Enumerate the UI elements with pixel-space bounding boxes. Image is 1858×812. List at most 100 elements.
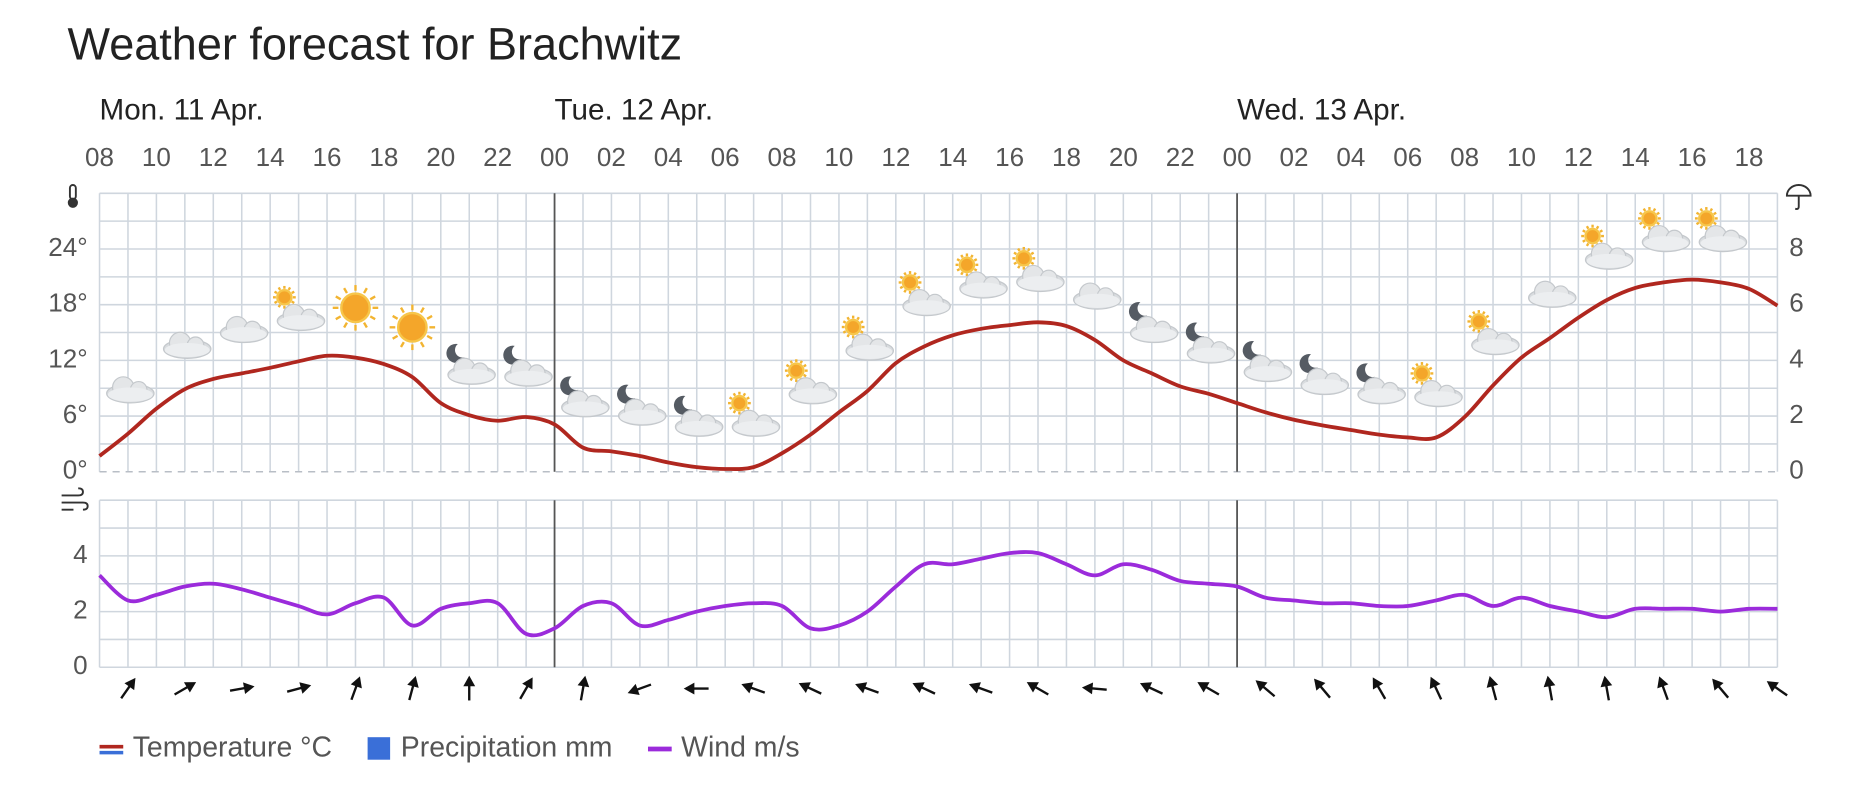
wind-arrow-head: [968, 682, 981, 694]
x-tick-label: 12: [881, 142, 910, 172]
weather-icon: [162, 331, 212, 359]
sun-ray: [1595, 225, 1600, 230]
wind-arrow: [1766, 681, 1788, 697]
moon: [1356, 363, 1375, 383]
wind-arrow: [350, 676, 362, 701]
wind-arrow-head: [407, 676, 419, 688]
day-label: Tue. 12 Apr.: [555, 93, 714, 126]
cloud: [449, 368, 495, 384]
sun-ray: [846, 316, 850, 321]
wind-arrow-head: [1372, 677, 1384, 690]
weather-icon: [219, 315, 269, 344]
y-tick-label: 12°: [48, 343, 87, 373]
sun-ray: [903, 272, 907, 276]
wind-arrow: [968, 682, 993, 694]
cloud: [1529, 291, 1575, 307]
wind-arrow-head: [350, 676, 362, 689]
wind-arrow: [1712, 678, 1730, 699]
y2-tick-label: 0: [1789, 455, 1804, 485]
wind-arrow-head: [1026, 682, 1039, 693]
y2-tick-label: 8: [1789, 232, 1804, 262]
wind-arrow: [1657, 676, 1669, 701]
cloud: [1302, 379, 1348, 394]
x-tick-label: 10: [1507, 142, 1536, 172]
sun-ray: [343, 287, 348, 294]
sun-ray: [799, 360, 803, 364]
sun-ray: [369, 315, 376, 321]
sun-ray: [1639, 211, 1643, 216]
sun-ray: [426, 314, 433, 320]
sun-ray: [1639, 221, 1643, 226]
x-tick-label: 18: [1052, 142, 1081, 172]
sun-ray: [392, 314, 399, 320]
wind-arrow-head: [1600, 675, 1613, 688]
wind-arrow: [519, 677, 533, 700]
x-tick-label: 22: [1166, 142, 1195, 172]
wind-arrow-head: [741, 682, 754, 694]
wind-arrow: [1026, 682, 1049, 696]
wind-arrow: [1139, 682, 1164, 695]
sun-ray: [1713, 211, 1717, 216]
weather-icon: [1128, 302, 1179, 344]
day-label: Mon. 11 Apr.: [100, 93, 264, 126]
sun-ray: [785, 363, 790, 368]
wind-arrow-head: [798, 682, 811, 693]
sun-ray: [1415, 380, 1419, 384]
sun-ray: [842, 320, 847, 324]
legend-item: Precipitation mm: [367, 732, 612, 764]
weather-icon: [1299, 354, 1350, 396]
legend-label: Temperature °C: [133, 732, 332, 764]
weather-icon: [1467, 310, 1520, 356]
cloud: [619, 409, 665, 424]
y2-tick-label: 4: [1789, 343, 1804, 373]
x-tick-label: 12: [199, 142, 228, 172]
sun-ray: [291, 300, 295, 305]
sun-ray: [399, 341, 405, 348]
wind-arrow: [286, 682, 312, 694]
weather-icon: [106, 376, 155, 404]
cloud: [1131, 327, 1177, 342]
cloud: [1245, 366, 1291, 381]
moon: [1185, 322, 1204, 342]
x-tick-label: 00: [540, 142, 569, 172]
sun-ray: [1482, 311, 1486, 315]
wind-arrow-head: [1255, 680, 1268, 692]
sun-ray: [1642, 225, 1647, 229]
x-tick-label: 14: [938, 142, 967, 172]
y-tick-label: 6°: [63, 399, 88, 429]
sun-ray: [1428, 376, 1433, 381]
x-tick-label: 02: [597, 142, 626, 172]
sun-ray: [369, 295, 376, 301]
grid: [98, 192, 1779, 669]
weather-icon: [841, 315, 895, 361]
x-tick-label: 08: [768, 142, 797, 172]
weather-icon: [560, 376, 610, 418]
wind-arrow: [741, 682, 766, 694]
x-tick-label: 16: [1678, 142, 1707, 172]
x-tick-label: 10: [824, 142, 853, 172]
weather-icon: [1694, 207, 1748, 253]
weather-icon: [955, 253, 1008, 299]
sun-ray: [392, 334, 399, 340]
moon: [1128, 302, 1148, 322]
sun-ray: [419, 341, 425, 348]
sun-ray: [1428, 366, 1433, 371]
y-tick-label: 0°: [63, 455, 88, 485]
cloud: [1586, 253, 1632, 269]
wind-arrow: [1197, 682, 1220, 696]
x-tick-label: 14: [256, 142, 285, 172]
y-tick-label: 4: [73, 539, 88, 569]
sun: [731, 394, 748, 412]
sun: [958, 256, 976, 274]
sun-ray: [335, 315, 342, 321]
wind-arrow: [229, 682, 255, 695]
cloud: [1416, 391, 1462, 406]
weather-icon: [332, 285, 379, 331]
sun-ray: [728, 396, 733, 400]
sun-ray: [273, 290, 278, 295]
sun-ray: [973, 258, 978, 262]
sun-ray: [419, 307, 425, 314]
legend-label: Wind m/s: [681, 732, 799, 764]
